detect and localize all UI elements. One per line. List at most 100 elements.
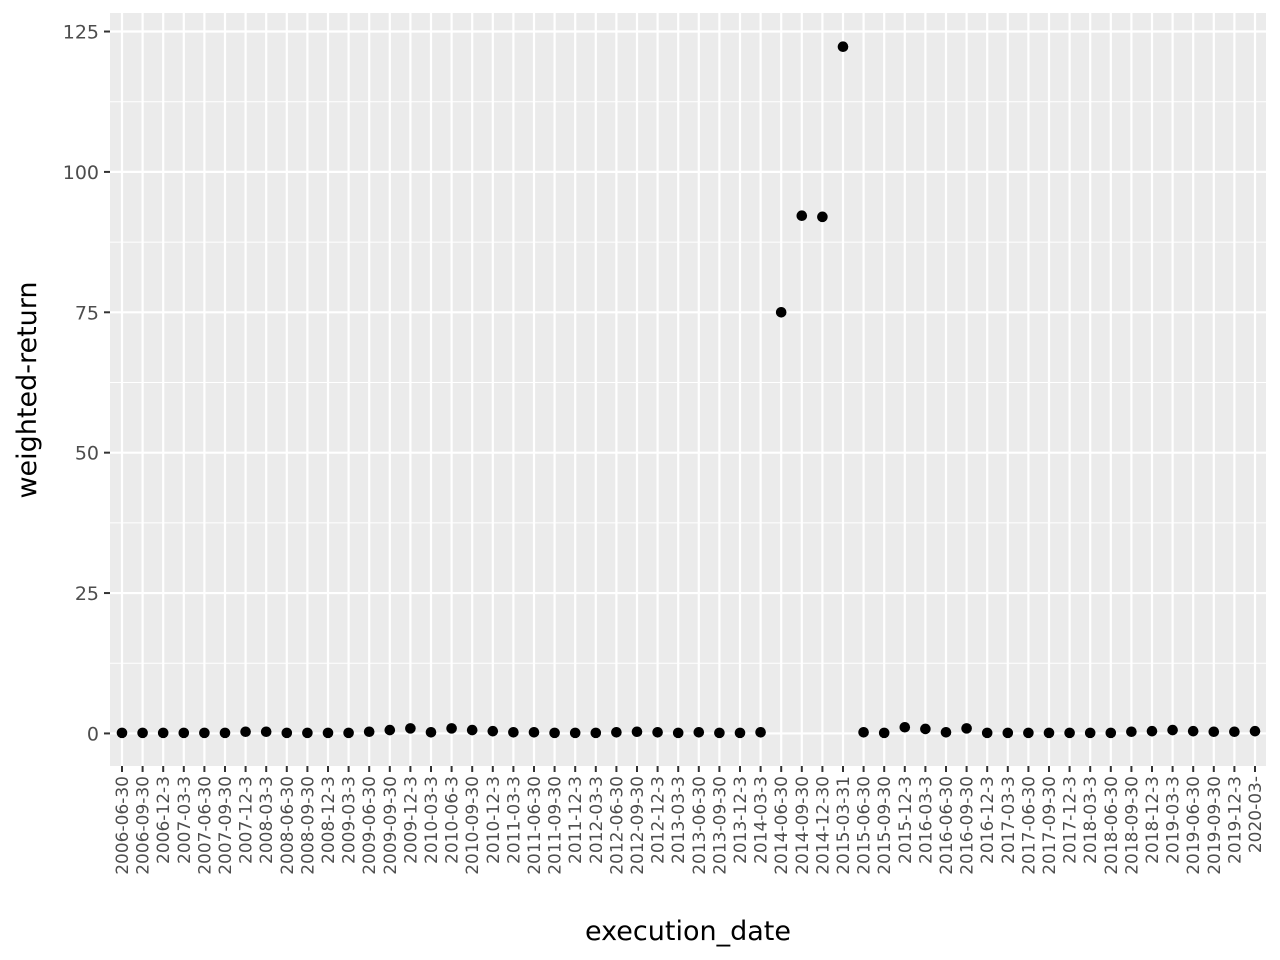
x-tick-label: 2009-12-3	[401, 776, 421, 864]
data-point	[1043, 727, 1055, 739]
x-tick-label: 2012-03-3	[587, 776, 607, 864]
x-tick-label: 2008-12-3	[319, 776, 339, 864]
x-tick-label: 2018-09-30	[1122, 776, 1142, 875]
x-tick-label: 2019-03-3	[1164, 776, 1184, 864]
data-point	[1064, 727, 1075, 739]
x-tick-label: 2015-03-31	[834, 776, 854, 875]
x-tick-label: 2015-09-30	[875, 776, 895, 875]
data-point	[775, 306, 787, 318]
data-point	[528, 727, 540, 738]
data-point	[384, 724, 396, 736]
data-point	[961, 723, 972, 734]
data-point	[878, 727, 890, 739]
x-tick-label: 2008-03-3	[257, 776, 277, 864]
x-axis: 2006-06-30 2006-09-30 2006-12-3 2007-03-3 20…	[113, 766, 1266, 875]
data-point	[425, 727, 437, 738]
x-axis-title: execution_date	[585, 916, 791, 947]
data-point	[1105, 727, 1117, 739]
x-tick-label: 2014-06-30	[772, 776, 792, 875]
x-tick-label: 2017-12-3	[1061, 776, 1081, 864]
data-point	[137, 727, 148, 739]
y-tick-label: 125	[63, 22, 99, 44]
data-point	[590, 727, 602, 739]
x-tick-label: 2017-09-30	[1040, 776, 1060, 875]
data-point	[569, 727, 581, 739]
data-point	[466, 724, 478, 736]
data-point	[1187, 725, 1199, 737]
x-tick-label: 2019-12-3	[1225, 776, 1245, 864]
data-point	[343, 727, 354, 739]
data-point	[796, 210, 808, 222]
data-point	[920, 723, 931, 735]
data-point	[157, 727, 169, 739]
data-point	[734, 727, 746, 739]
data-point	[1126, 726, 1137, 738]
x-tick-label: 2008-09-30	[298, 776, 318, 875]
x-tick-label: 2011-12-3	[566, 776, 586, 864]
x-tick-label: 2010-12-3	[484, 776, 504, 864]
x-tick-label: 2018-03-3	[1081, 776, 1101, 864]
x-tick-label: 2006-12-3	[154, 776, 174, 864]
data-point	[240, 726, 251, 738]
data-point	[219, 727, 231, 739]
x-tick-label: 2013-12-3	[731, 776, 751, 864]
data-point	[508, 727, 519, 738]
x-tick-label: 2013-03-3	[669, 776, 689, 864]
data-point	[1146, 725, 1158, 737]
x-tick-label: 2016-09-30	[958, 776, 978, 875]
x-tick-label: 2015-12-3	[896, 776, 916, 864]
data-point	[1229, 726, 1240, 738]
data-point	[178, 727, 190, 739]
data-points	[116, 41, 1261, 739]
x-tick-label: 2007-06-30	[195, 776, 215, 875]
x-tick-label: 2019-09-30	[1205, 776, 1225, 875]
x-tick-label: 2019-06-30	[1184, 776, 1204, 875]
x-tick-label: 2011-03-3	[504, 776, 524, 864]
x-tick-label: 2006-09-30	[134, 776, 154, 875]
x-tick-label: 2014-09-30	[793, 776, 813, 875]
x-tick-label: 2013-06-30	[690, 776, 710, 875]
data-point	[1084, 727, 1096, 739]
data-point	[487, 725, 499, 737]
data-point	[631, 726, 643, 738]
data-point	[1167, 724, 1178, 736]
x-tick-label: 2012-09-30	[628, 776, 648, 875]
x-tick-label: 2016-03-3	[916, 776, 936, 864]
x-tick-label: 2014-12-30	[813, 776, 833, 875]
data-point	[322, 727, 334, 739]
x-tick-label: 2008-06-30	[278, 776, 298, 875]
data-point	[199, 727, 210, 739]
data-point	[817, 211, 828, 223]
data-point	[693, 727, 705, 738]
x-tick-label: 2014-03-3	[752, 776, 772, 864]
x-tick-label: 2017-03-3	[999, 776, 1019, 864]
x-tick-label: 2015-06-30	[855, 776, 875, 875]
y-axis: 0 25 50 75 100 125	[63, 22, 110, 745]
x-tick-label: 2007-03-3	[175, 776, 195, 864]
data-point	[1208, 726, 1220, 738]
data-point	[405, 723, 416, 734]
x-tick-label: 2012-12-3	[649, 776, 669, 864]
data-point	[899, 721, 911, 733]
x-tick-label: 2006-06-30	[113, 776, 133, 875]
x-tick-label: 2007-12-3	[237, 776, 257, 864]
x-tick-label: 2017-06-30	[1019, 776, 1039, 875]
x-tick-label: 2020-03-	[1246, 776, 1266, 853]
data-point	[940, 727, 952, 738]
data-point	[1249, 725, 1261, 737]
x-tick-label: 2013-09-30	[710, 776, 730, 875]
data-point	[260, 726, 272, 738]
y-axis-title: weighted-return	[12, 281, 43, 498]
y-tick-label: 75	[75, 302, 99, 324]
data-point	[611, 727, 622, 738]
plot-panel	[110, 13, 1266, 766]
x-tick-label: 2018-06-30	[1102, 776, 1122, 875]
data-point	[1002, 727, 1014, 739]
y-tick-label: 0	[87, 723, 99, 745]
x-tick-label: 2009-09-30	[381, 776, 401, 875]
x-tick-label: 2010-03-3	[422, 776, 442, 864]
data-point	[1023, 727, 1034, 739]
x-tick-label: 2009-03-3	[340, 776, 360, 864]
data-point	[858, 727, 869, 738]
